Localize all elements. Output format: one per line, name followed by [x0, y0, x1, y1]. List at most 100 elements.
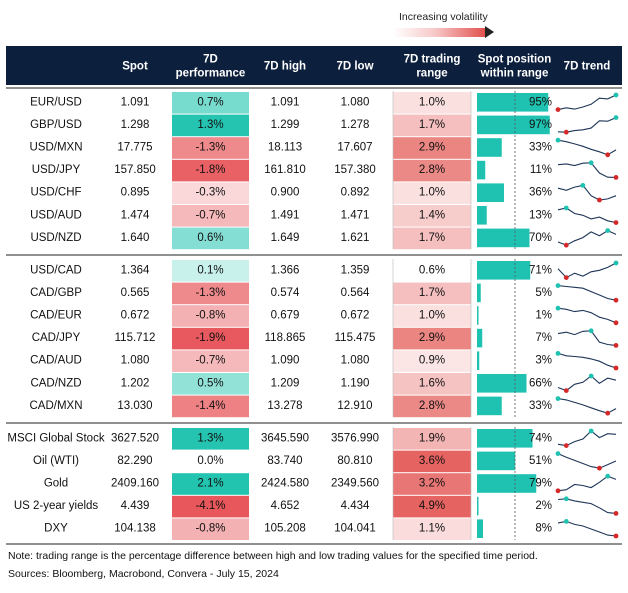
trend-high-dot-cad-eur: [555, 305, 561, 311]
row-label-gold: Gold: [44, 478, 68, 490]
perf-value-cad-aud: -0.7%: [195, 355, 225, 367]
position-value-oil-wti: 51%: [529, 455, 552, 467]
perf-value-usd-aud: -0.7%: [195, 209, 225, 221]
trend-high-dot-usd-jpy: [588, 160, 594, 166]
high-value-oil-wti: 83.740: [267, 455, 302, 467]
position-value-gold: 79%: [529, 478, 552, 490]
trend-high-dot-msci-global-stock: [588, 428, 594, 434]
perf-value-cad-eur: -0.8%: [195, 310, 225, 322]
perf-value-us-2-year-yields: -4.1%: [195, 500, 225, 512]
trend-high-dot-cad-aud: [555, 351, 561, 356]
range-cell-gold: [393, 473, 471, 495]
spot-value-usd-mxn: 17.775: [117, 142, 152, 154]
high-value-cad-jpy: 118.865: [265, 332, 306, 344]
position-bar-cad-gbp: [477, 283, 481, 303]
high-value-usd-chf: 0.900: [271, 187, 300, 199]
high-value-us-2-year-yields: 4.652: [271, 500, 300, 512]
low-value-cad-eur: 0.672: [341, 310, 370, 322]
volatility-gradient-bar: [393, 28, 485, 37]
trend-high-dot-usd-aud: [563, 205, 569, 211]
trend-high-dot-eur-usd: [613, 92, 619, 98]
low-value-eur-usd: 1.080: [341, 96, 370, 108]
spot-value-oil-wti: 82.290: [117, 455, 152, 467]
trend-low-dot-cad-nzd: [563, 388, 569, 393]
trend-high-dot-usd-cad: [613, 260, 619, 266]
row-label-eur-usd: EUR/USD: [30, 96, 82, 108]
range-cell-gbp-usd: [393, 114, 471, 137]
row-label-cad-aud: CAD/AUD: [30, 355, 82, 367]
low-value-cad-aud: 1.080: [341, 355, 370, 367]
trend-low-dot-eur-usd: [555, 107, 561, 112]
perf-value-usd-nzd: 0.6%: [197, 232, 223, 244]
perf-value-cad-gbp: -1.3%: [195, 287, 225, 299]
position-value-dxy: 8%: [535, 523, 552, 535]
trend-line-cad-eur: [557, 307, 617, 324]
perf-cell-usd-chf: [172, 182, 249, 204]
trend-low-dot-usd-cad: [563, 275, 569, 280]
trend-high-dot-cad-gbp: [555, 283, 561, 288]
row-label-usd-jpy: USD/JPY: [32, 164, 81, 176]
perf-value-gbp-usd: 1.3%: [197, 119, 223, 131]
high-value-msci-global-stock: 3645.590: [261, 432, 309, 444]
trend-high-dot-oil-wti: [555, 451, 561, 456]
range-value-us-2-year-yields: 4.9%: [419, 500, 445, 512]
position-value-cad-gbp: 5%: [535, 287, 552, 299]
range-value-gbp-usd: 1.7%: [419, 119, 445, 131]
range-cell-cad-jpy: [393, 327, 471, 350]
range-value-usd-chf: 1.0%: [419, 187, 445, 199]
position-bar-cad-aud: [477, 351, 480, 370]
range-cell-dxy: [393, 518, 471, 540]
trend-line-eur-usd: [557, 94, 617, 111]
position-value-us-2-year-yields: 2%: [535, 500, 552, 512]
perf-cell-oil-wti: [172, 450, 249, 473]
row-label-usd-cad: USD/CAD: [30, 264, 82, 276]
row-label-dxy: DXY: [44, 523, 68, 535]
high-value-cad-aud: 1.090: [271, 355, 300, 367]
volatility-legend-label: Increasing volatility: [399, 11, 488, 23]
position-value-usd-mxn: 33%: [529, 142, 552, 154]
perf-cell-us-2-year-yields: [172, 495, 249, 518]
range-value-cad-aud: 0.9%: [419, 355, 445, 367]
trend-high-dot-usd-chf: [580, 183, 586, 188]
perf-value-dxy: -0.8%: [195, 523, 225, 535]
position-value-cad-mxn: 33%: [529, 400, 552, 412]
spot-value-dxy: 104.138: [114, 523, 156, 535]
trend-low-dot-cad-aud: [613, 365, 619, 371]
perf-cell-usd-mxn: [172, 137, 249, 159]
spot-value-msci-global-stock: 3627.520: [111, 432, 159, 444]
high-value-gold: 2424.580: [261, 478, 309, 490]
position-value-cad-aud: 3%: [535, 355, 552, 367]
low-value-cad-gbp: 0.564: [341, 287, 370, 299]
low-value-gbp-usd: 1.278: [341, 119, 370, 131]
range-cell-usd-jpy: [393, 159, 471, 182]
range-value-cad-nzd: 1.6%: [419, 377, 445, 389]
trend-line-usd-chf: [557, 184, 617, 201]
perf-cell-cad-nzd: [172, 373, 249, 395]
trend-low-dot-usd-jpy: [613, 175, 619, 180]
header-7d-high: 7D high: [264, 61, 306, 73]
position-bar-cad-jpy: [477, 328, 483, 348]
trend-high-dot-usd-nzd: [605, 228, 611, 234]
low-value-oil-wti: 80.810: [337, 455, 372, 467]
row-label-usd-mxn: USD/MXN: [29, 142, 82, 154]
spot-value-eur-usd: 1.091: [121, 96, 150, 108]
high-value-usd-jpy: 161.810: [264, 164, 306, 176]
range-value-usd-jpy: 2.8%: [419, 164, 445, 176]
low-value-us-2-year-yields: 4.434: [341, 500, 370, 512]
trend-low-dot-cad-jpy: [613, 343, 619, 348]
position-value-cad-jpy: 7%: [535, 332, 552, 344]
spot-value-usd-chf: 0.895: [121, 187, 150, 199]
row-label-msci-global-stock: MSCI Global Stock: [7, 432, 104, 444]
range-value-usd-mxn: 2.9%: [419, 142, 445, 154]
trend-low-dot-usd-chf: [597, 197, 602, 203]
position-bar-gbp-usd: [477, 115, 550, 135]
row-label-usd-chf: USD/CHF: [30, 187, 81, 199]
header-7d-trading-range: 7D trading range: [404, 54, 461, 80]
range-value-gold: 3.2%: [419, 478, 445, 490]
spot-value-cad-jpy: 115.712: [115, 332, 156, 344]
low-value-usd-nzd: 1.621: [341, 232, 370, 244]
trend-line-usd-jpy: [557, 162, 617, 178]
perf-cell-usd-jpy: [172, 159, 249, 182]
perf-cell-usd-cad: [172, 260, 249, 282]
perf-cell-cad-mxn: [172, 395, 249, 418]
